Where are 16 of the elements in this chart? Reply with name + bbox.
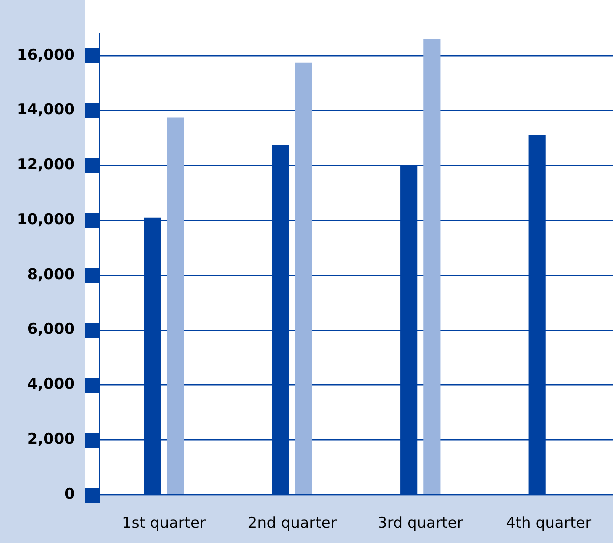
y-tick-label: 8,000 (28, 265, 75, 284)
bar (167, 118, 184, 494)
x-tick-label: 2nd quarter (248, 514, 338, 532)
y-tick-label: 6,000 (28, 320, 75, 338)
y-tick-label: 12,000 (17, 156, 75, 174)
bar (295, 62, 312, 494)
y-tick-label: 16,000 (17, 46, 75, 64)
y-tick-label: 10,000 (17, 210, 75, 228)
y-tick-label: 14,000 (17, 100, 75, 119)
y-tick-label: 4,000 (28, 375, 75, 394)
y-tick-label: 2,000 (28, 430, 75, 448)
bar (424, 39, 441, 494)
x-tick-label: 3rd quarter (378, 514, 464, 532)
x-tick-label: 1st quarter (122, 514, 207, 532)
y-tick-label: 0 (64, 484, 75, 503)
x-tick-label: 4th quarter (506, 514, 592, 532)
